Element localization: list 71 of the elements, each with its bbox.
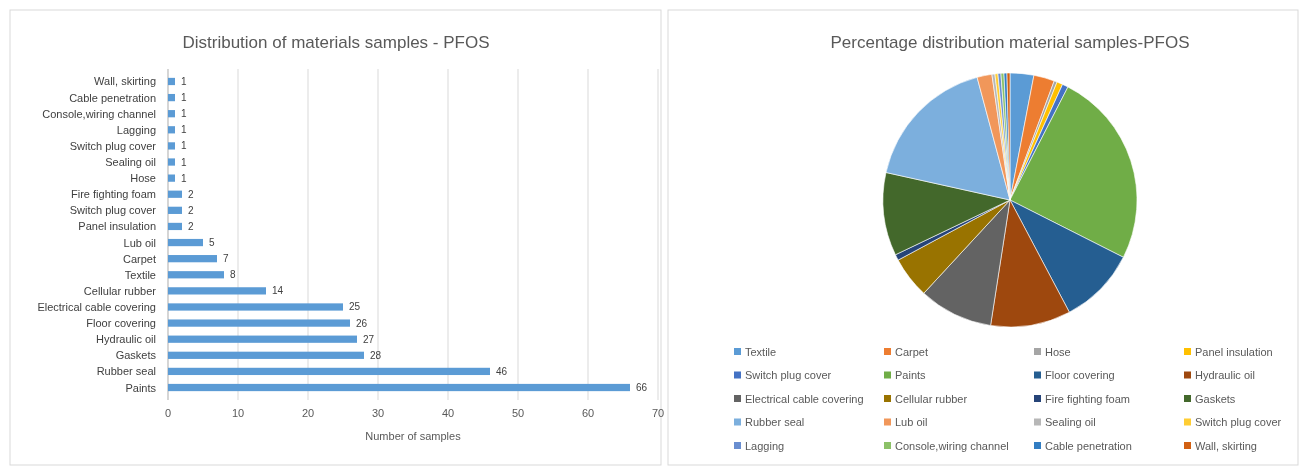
x-tick-label: 50	[511, 407, 525, 419]
chart-title: Percentage distribution material samples-PFOS	[830, 33, 1190, 52]
x-tick-label: 70	[651, 407, 665, 419]
legend-label: Rubber seal	[745, 416, 805, 428]
legend-label: Fire fighting foam	[1045, 392, 1130, 405]
data-label: 8	[230, 269, 236, 281]
data-label: 1	[181, 108, 187, 120]
data-label: 46	[496, 365, 508, 377]
data-label: 7	[223, 253, 229, 265]
legend-label: Cable penetration	[1045, 439, 1132, 452]
legend-label: Switch plug cover	[745, 369, 832, 381]
data-label: 1	[181, 156, 187, 168]
data-label: 2	[188, 188, 194, 200]
y-tick-label: Cellular rubber	[83, 284, 157, 297]
data-label: 1	[181, 92, 187, 104]
legend-label: Textile	[745, 345, 777, 358]
legend-label: Hose	[1045, 345, 1071, 358]
y-tick-label: Hose	[130, 172, 156, 185]
legend-label: Floor covering	[1045, 369, 1115, 381]
legend-label: Panel insulation	[1195, 345, 1273, 358]
legend-label: Carpet	[895, 345, 929, 358]
chart-title: Distribution of materials samples - PFOS	[182, 33, 490, 52]
y-tick-label: Carpet	[122, 252, 156, 265]
legend-label: Lagging	[745, 439, 785, 452]
x-tick-label: 20	[301, 407, 315, 419]
legend-label: Electrical cable covering	[745, 392, 864, 405]
data-label: 2	[188, 220, 194, 232]
y-tick-label: Switch plug cover	[69, 204, 157, 217]
y-tick-label: Panel insulation	[78, 220, 156, 233]
x-tick-label: 60	[581, 407, 595, 419]
data-label: 28	[370, 349, 382, 361]
data-label: 1	[181, 140, 187, 152]
y-tick-label: Switch plug cover	[69, 139, 157, 152]
y-tick-label: Wall, skirting	[94, 75, 156, 88]
legend-label: Switch plug cover	[1195, 416, 1282, 428]
data-label: 1	[181, 75, 187, 87]
data-label: 14	[272, 285, 284, 297]
y-tick-label: Textile	[124, 268, 156, 281]
y-tick-label: Cable penetration	[69, 91, 156, 104]
y-tick-label: Lagging	[116, 123, 156, 136]
x-tick-label: 30	[371, 407, 385, 419]
y-tick-label: Sealing oil	[105, 156, 156, 169]
data-label: 1	[181, 124, 187, 136]
legend-label: Console,wiring channel	[895, 439, 1009, 452]
legend-label: Gaskets	[1195, 392, 1236, 405]
data-label: 2	[188, 204, 194, 216]
x-tick-label: 40	[441, 407, 455, 419]
x-axis-title: Number of samples	[365, 430, 462, 442]
y-tick-label: Floor covering	[86, 317, 156, 330]
data-label: 1	[181, 172, 187, 184]
x-tick-label: 10	[231, 407, 245, 419]
legend-label: Lub oil	[895, 416, 928, 428]
legend-label: Cellular rubber	[895, 392, 968, 405]
y-tick-label: Gaskets	[115, 349, 157, 362]
legend-label: Sealing oil	[1045, 416, 1096, 428]
data-label: 25	[349, 301, 361, 313]
legend-label: Hydraulic oil	[1195, 369, 1255, 381]
y-tick-label: Lub oil	[123, 236, 156, 249]
y-tick-label: Rubber seal	[96, 365, 156, 378]
x-tick-label: 0	[164, 407, 172, 419]
y-tick-label: Hydraulic oil	[96, 333, 156, 346]
y-tick-label: Fire fighting foam	[71, 188, 156, 201]
y-tick-label: Paints	[125, 381, 157, 394]
data-label: 26	[356, 317, 368, 329]
y-tick-label: Console,wiring channel	[42, 107, 156, 120]
y-tick-label: Electrical cable covering	[37, 300, 156, 313]
data-label: 66	[636, 382, 648, 394]
data-label: 27	[363, 333, 375, 345]
data-label: 5	[209, 237, 215, 249]
legend-label: Paints	[895, 369, 927, 381]
legend-label: Wall, skirting	[1195, 439, 1257, 452]
